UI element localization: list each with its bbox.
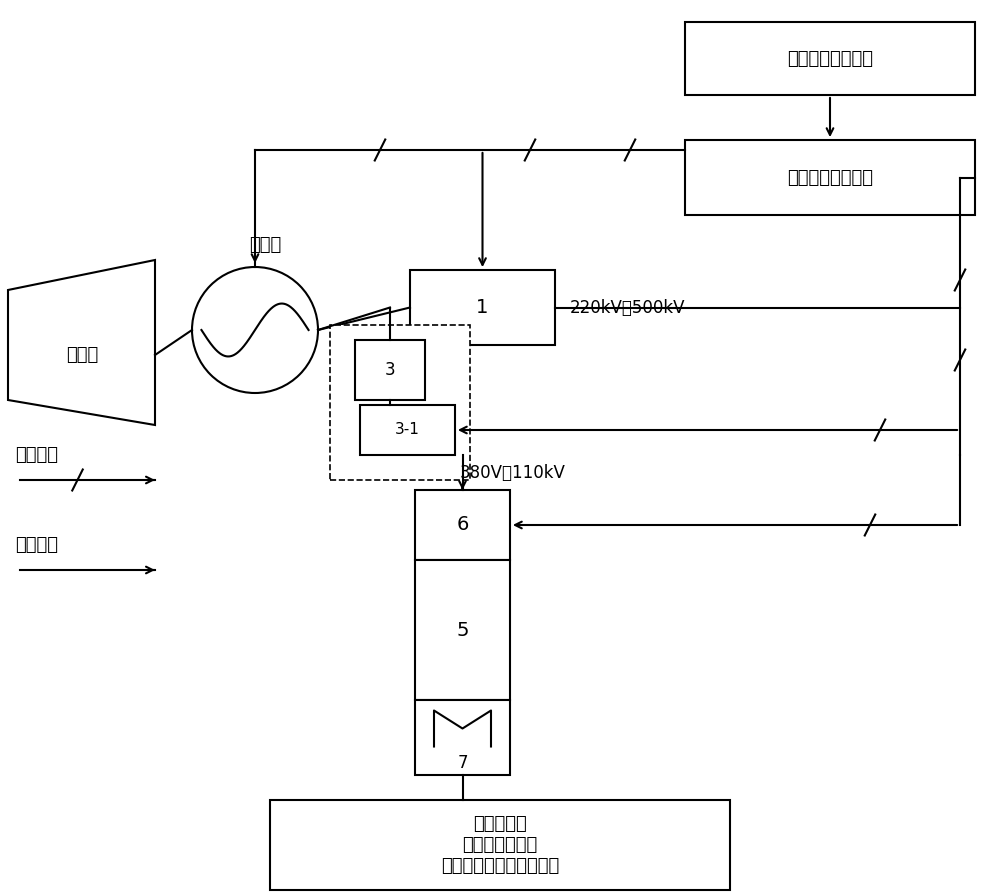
Bar xyxy=(685,140,975,215)
Text: 1: 1 xyxy=(476,298,489,317)
Text: 热量输出给
厂内热力系统或
供热管网（热水或蒸汽）: 热量输出给 厂内热力系统或 供热管网（热水或蒸汽） xyxy=(441,815,559,875)
Bar xyxy=(330,325,470,480)
Text: 电网电力调度中心: 电网电力调度中心 xyxy=(787,49,873,68)
Bar xyxy=(270,800,730,890)
Bar xyxy=(410,270,555,345)
Bar xyxy=(415,700,510,775)
Text: 电力线路: 电力线路 xyxy=(15,536,58,554)
Text: 6: 6 xyxy=(456,515,469,535)
Bar xyxy=(415,490,510,560)
Text: 3: 3 xyxy=(385,361,395,379)
Bar xyxy=(360,405,455,455)
Bar xyxy=(355,340,425,400)
Text: 汽轮机: 汽轮机 xyxy=(66,346,98,364)
Text: 5: 5 xyxy=(456,621,469,639)
Text: 电厂集中控制系统: 电厂集中控制系统 xyxy=(787,169,873,187)
Bar xyxy=(415,560,510,700)
Text: 控制线路: 控制线路 xyxy=(15,446,58,464)
Text: 3-1: 3-1 xyxy=(395,422,420,438)
Text: 发电机: 发电机 xyxy=(249,236,281,254)
Bar xyxy=(685,22,975,95)
Text: 380V～110kV: 380V～110kV xyxy=(460,464,566,482)
Text: 220kV～500kV: 220kV～500kV xyxy=(570,298,686,316)
Text: 7: 7 xyxy=(457,754,468,772)
